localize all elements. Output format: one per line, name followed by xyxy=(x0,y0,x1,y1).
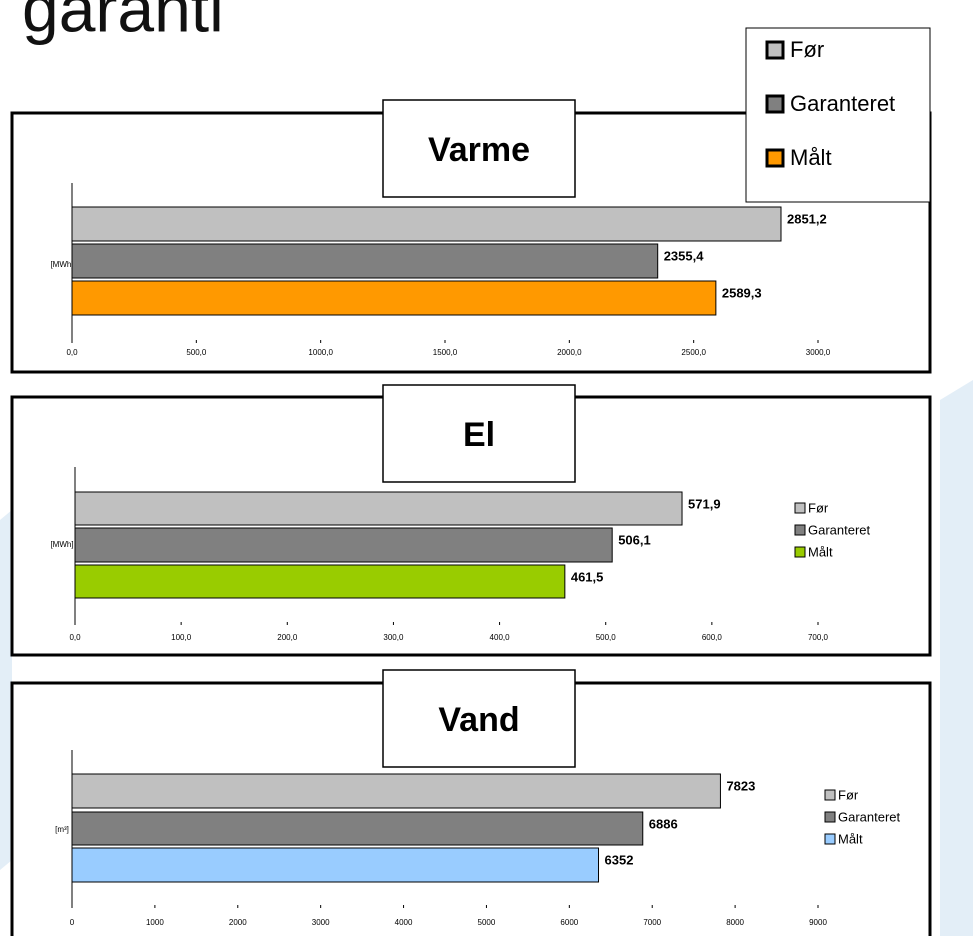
legend-swatch xyxy=(765,40,785,60)
title-box xyxy=(382,669,576,768)
legend-swatch xyxy=(765,94,785,114)
heading: garanti xyxy=(22,0,224,45)
x-tick-label: 100,0 xyxy=(171,633,192,642)
chart-title: El xyxy=(463,416,495,454)
y-axis-label: [m³] xyxy=(55,825,69,834)
bar xyxy=(71,206,782,242)
x-tick-label: 4000 xyxy=(395,918,413,927)
value-label: 7823 xyxy=(726,778,755,793)
bar xyxy=(74,527,613,563)
y-axis-label: [MWh] xyxy=(50,540,73,549)
legend-label: Målt xyxy=(808,544,833,559)
bar xyxy=(71,811,644,846)
value-label: 6352 xyxy=(605,852,634,867)
legend-label: Før xyxy=(838,787,859,802)
bar xyxy=(71,280,717,316)
legend-label: Målt xyxy=(838,831,863,846)
x-tick-label: 400,0 xyxy=(490,633,511,642)
bar xyxy=(71,243,659,279)
legend-swatch xyxy=(824,789,836,801)
legend-swatch xyxy=(824,811,836,823)
x-tick-label: 6000 xyxy=(560,918,578,927)
x-tick-label: 5000 xyxy=(478,918,496,927)
x-tick-label: 2500,0 xyxy=(681,348,706,357)
x-tick-label: 500,0 xyxy=(596,633,617,642)
value-label: 2589,3 xyxy=(722,285,762,300)
x-tick-label: 2000,0 xyxy=(557,348,582,357)
x-tick-label: 1000,0 xyxy=(308,348,333,357)
title-box xyxy=(382,99,576,198)
x-tick-label: 9000 xyxy=(809,918,827,927)
x-tick-label: 0,0 xyxy=(69,633,81,642)
x-tick-label: 0 xyxy=(70,918,75,927)
value-label: 506,1 xyxy=(618,532,651,547)
legend-swatch xyxy=(794,502,806,514)
x-tick-label: 3000 xyxy=(312,918,330,927)
x-tick-label: 600,0 xyxy=(702,633,723,642)
legend-label: Garanteret xyxy=(838,809,901,824)
legend-swatch xyxy=(765,148,785,168)
x-tick-label: 0,0 xyxy=(66,348,78,357)
legend-label: Garanteret xyxy=(808,522,871,537)
legend-label: Målt xyxy=(790,145,832,170)
title-box xyxy=(382,384,576,483)
x-tick-label: 1500,0 xyxy=(433,348,458,357)
legend-swatch xyxy=(794,546,806,558)
x-tick-label: 2000 xyxy=(229,918,247,927)
value-label: 6886 xyxy=(649,816,678,831)
legend-label: Før xyxy=(790,37,824,62)
x-tick-label: 7000 xyxy=(643,918,661,927)
legend-swatch xyxy=(824,833,836,845)
bar xyxy=(74,564,566,599)
value-label: 571,9 xyxy=(688,496,721,511)
bar xyxy=(71,773,721,809)
bar xyxy=(71,847,600,883)
x-tick-label: 3000,0 xyxy=(806,348,831,357)
legend-swatch xyxy=(794,524,806,536)
x-tick-label: 700,0 xyxy=(808,633,829,642)
x-tick-label: 200,0 xyxy=(277,633,298,642)
value-label: 2851,2 xyxy=(787,211,827,226)
value-label: 2355,4 xyxy=(664,248,705,263)
legend-label: Før xyxy=(808,500,829,515)
bar xyxy=(74,491,683,526)
value-label: 461,5 xyxy=(571,569,604,584)
chart-title: Vand xyxy=(438,701,519,739)
x-tick-label: 8000 xyxy=(726,918,744,927)
x-tick-label: 300,0 xyxy=(383,633,404,642)
legend-label: Garanteret xyxy=(790,91,895,116)
chart-title: Varme xyxy=(428,131,530,169)
y-axis-label: [MWh] xyxy=(50,260,73,269)
decoration xyxy=(940,380,973,936)
x-tick-label: 500,0 xyxy=(186,348,207,357)
decoration xyxy=(0,510,12,870)
x-tick-label: 1000 xyxy=(146,918,164,927)
